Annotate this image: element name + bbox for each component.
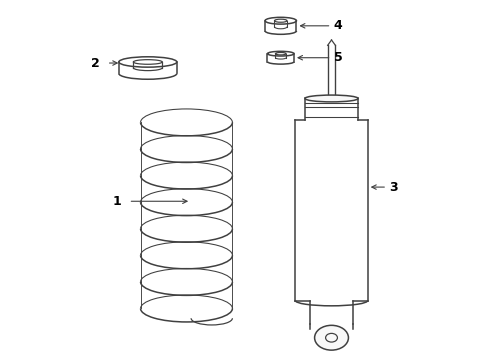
Text: 4: 4 (333, 19, 342, 32)
Text: 5: 5 (333, 51, 342, 64)
Circle shape (314, 325, 348, 350)
Text: 3: 3 (389, 181, 397, 194)
Text: 2: 2 (91, 57, 99, 69)
Text: 1: 1 (112, 195, 121, 208)
Ellipse shape (305, 95, 357, 102)
